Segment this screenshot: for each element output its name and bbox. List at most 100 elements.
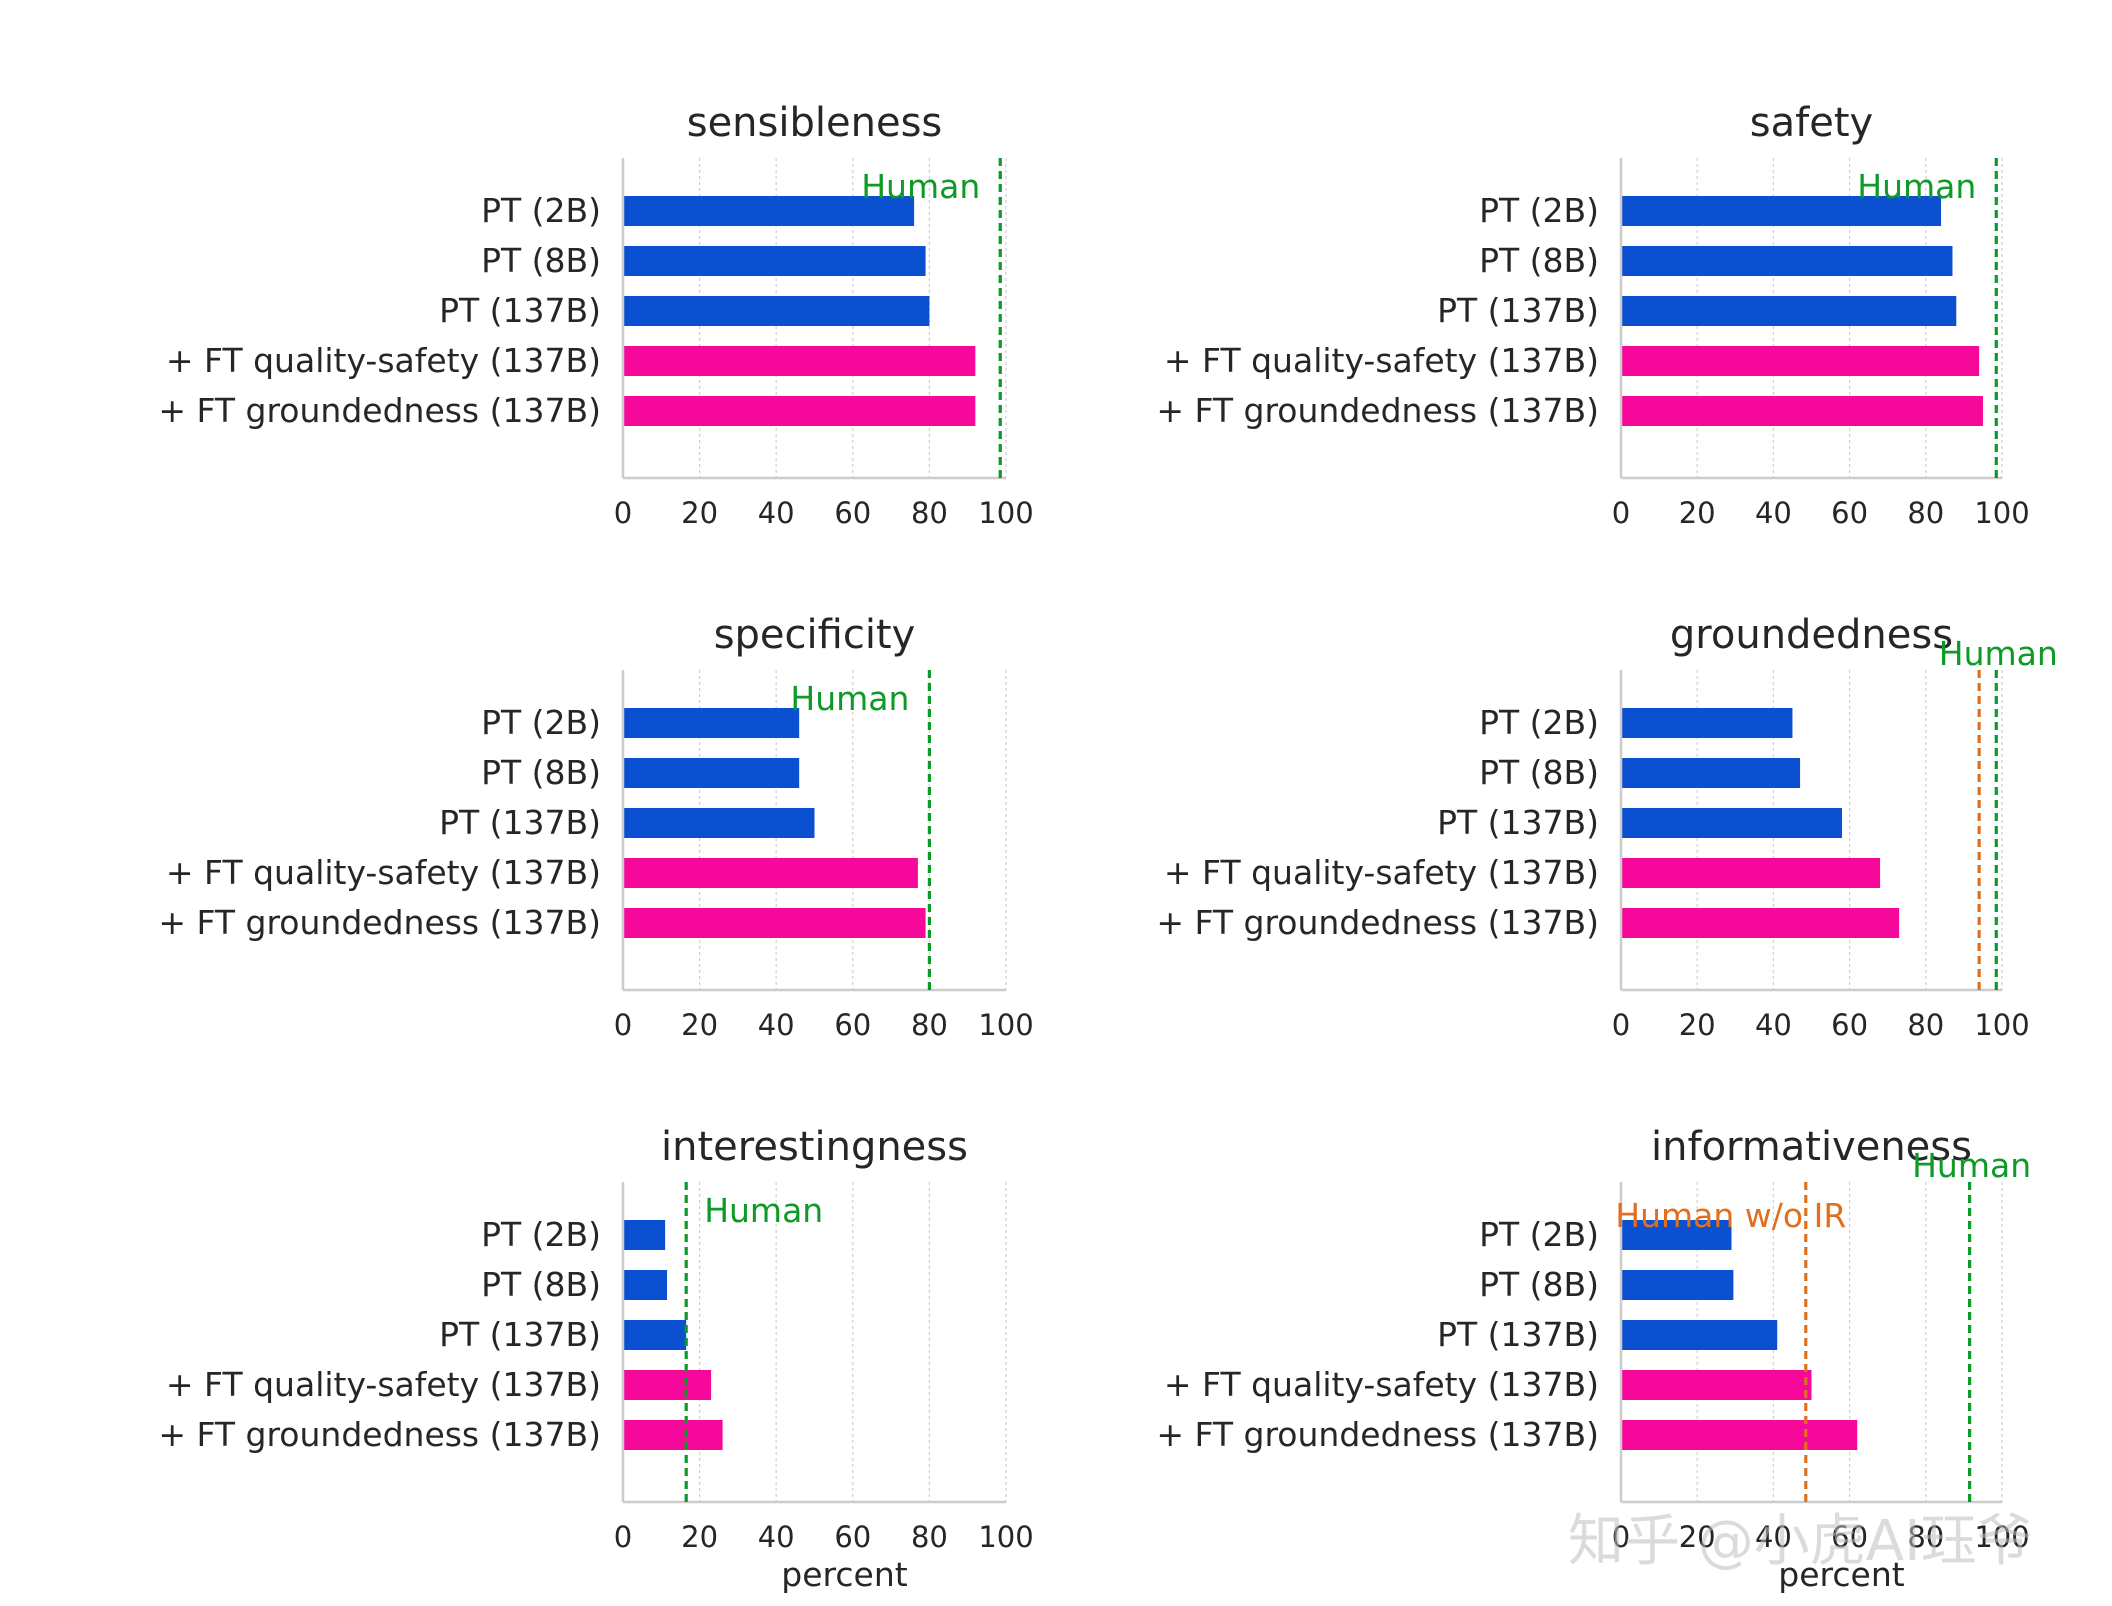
tick-label: 20: [1679, 1520, 1716, 1554]
category-label: PT (2B): [1479, 703, 1599, 742]
category-label: PT (2B): [1479, 1215, 1599, 1254]
x-axis-label: percent: [1778, 1555, 1904, 1594]
reference-label: Human: [704, 1191, 823, 1230]
tick-label: 0: [614, 496, 632, 530]
tick-label: 20: [1679, 1008, 1716, 1042]
category-label: + FT quality-safety (137B): [1164, 1365, 1599, 1404]
category-label: + FT groundedness (137B): [1156, 1415, 1599, 1454]
tick-label: 100: [978, 1008, 1033, 1042]
tick-label: 80: [1907, 1520, 1944, 1554]
tick-label: 40: [758, 1008, 795, 1042]
panel-title: groundedness: [1670, 612, 1953, 658]
tick-label: 60: [1831, 1520, 1868, 1554]
bar: [1621, 758, 1801, 788]
bar: [623, 858, 918, 888]
bar: [1621, 1270, 1734, 1300]
tick-label: 0: [1612, 1008, 1630, 1042]
bar: [1621, 708, 1793, 738]
bar: [1621, 296, 1957, 326]
bar: [623, 346, 976, 376]
bar: [623, 196, 915, 226]
bar: [1621, 1370, 1812, 1400]
bar: [1621, 808, 1842, 838]
watermark: 知乎 @小虎AI珏爷: [1568, 1509, 2033, 1574]
bar: [623, 246, 926, 276]
bar: [623, 758, 800, 788]
category-label: + FT quality-safety (137B): [166, 853, 601, 892]
tick-label: 0: [1612, 1520, 1630, 1554]
reference-label: Human: [1939, 634, 2058, 673]
panel-interestingness: interestingness PT (2B) PT (8B) PT (137B) + …: [158, 1124, 1033, 1594]
tick-label: 40: [1755, 1520, 1792, 1554]
tick-label: 60: [1831, 1008, 1868, 1042]
tick-label: 20: [1679, 496, 1716, 530]
category-label: PT (2B): [1479, 191, 1599, 230]
bar: [1621, 346, 1980, 376]
tick-label: 80: [911, 496, 948, 530]
reference-label: Human: [861, 167, 980, 206]
category-label: PT (8B): [481, 241, 601, 280]
tick-label: 40: [1755, 1008, 1792, 1042]
tick-label: 20: [681, 1520, 718, 1554]
category-label: + FT quality-safety (137B): [166, 341, 601, 380]
tick-label: 60: [1831, 496, 1868, 530]
bar: [623, 1370, 712, 1400]
tick-label: 60: [834, 1008, 871, 1042]
bar: [1621, 1320, 1778, 1350]
tick-label: 0: [614, 1520, 632, 1554]
bar: [623, 908, 926, 938]
category-label: PT (137B): [439, 291, 601, 330]
tick-label: 100: [1974, 1008, 2029, 1042]
category-label: PT (8B): [481, 1265, 601, 1304]
reference-label: Human: [1857, 167, 1976, 206]
panel-title: interestingness: [661, 1124, 968, 1170]
bar: [1621, 1420, 1858, 1450]
bar: [1621, 858, 1881, 888]
category-label: PT (137B): [439, 803, 601, 842]
tick-label: 60: [834, 1520, 871, 1554]
panel-title: informativeness: [1651, 1124, 1972, 1170]
tick-label: 100: [978, 496, 1033, 530]
bar: [623, 1420, 723, 1450]
category-label: PT (137B): [1437, 1315, 1599, 1354]
bar: [623, 708, 800, 738]
bar: [623, 396, 976, 426]
category-label: PT (2B): [481, 703, 601, 742]
tick-label: 0: [1612, 496, 1630, 530]
reference-label: Human w/o IR: [1615, 1196, 1846, 1235]
panel-groundedness: groundedness PT (2B) PT (8B) PT (137B) + FT …: [1156, 612, 2057, 1042]
category-label: PT (137B): [1437, 803, 1599, 842]
category-label: PT (137B): [1437, 291, 1599, 330]
tick-label: 40: [1755, 496, 1792, 530]
category-label: PT (2B): [481, 1215, 601, 1254]
tick-label: 60: [834, 496, 871, 530]
tick-label: 80: [911, 1008, 948, 1042]
bar: [623, 1270, 668, 1300]
bar: [1621, 196, 1942, 226]
tick-label: 100: [1974, 496, 2029, 530]
category-label: + FT quality-safety (137B): [1164, 853, 1599, 892]
tick-label: 80: [911, 1520, 948, 1554]
bar: [1621, 246, 1953, 276]
category-label: PT (2B): [481, 191, 601, 230]
category-label: + FT groundedness (137B): [1156, 903, 1599, 942]
panel-safety: safety PT (2B) PT (8B) PT (137B) + FT qualit…: [1156, 100, 2029, 530]
tick-label: 0: [614, 1008, 632, 1042]
bar: [1621, 908, 1900, 938]
category-label: PT (8B): [1479, 1265, 1599, 1304]
tick-label: 80: [1907, 496, 1944, 530]
category-label: PT (8B): [1479, 241, 1599, 280]
tick-label: 100: [1974, 1520, 2029, 1554]
bar: [623, 1320, 687, 1350]
category-label: + FT quality-safety (137B): [166, 1365, 601, 1404]
panel-informativeness: informativeness PT (2B) PT (8B) PT (137B) + …: [1156, 1124, 2031, 1594]
panel-title: safety: [1750, 100, 1873, 146]
reference-label: Human: [1912, 1146, 2031, 1185]
tick-label: 40: [758, 496, 795, 530]
tick-label: 20: [681, 1008, 718, 1042]
category-label: PT (8B): [481, 753, 601, 792]
bar: [623, 296, 930, 326]
category-label: + FT groundedness (137B): [158, 391, 601, 430]
reference-label: Human: [790, 679, 909, 718]
